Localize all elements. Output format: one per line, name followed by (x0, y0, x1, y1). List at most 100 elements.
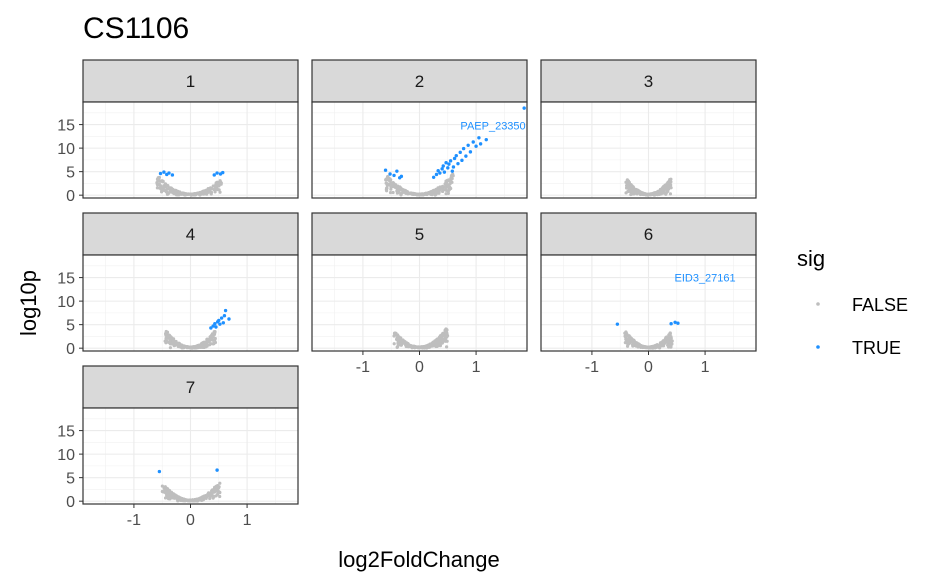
data-point-false (216, 489, 221, 494)
data-point-false (164, 331, 168, 336)
data-point-false (392, 342, 396, 346)
data-point-false (165, 192, 170, 196)
data-point-false (652, 192, 657, 196)
facet-strip-label: 5 (415, 225, 424, 244)
data-point-false (164, 491, 168, 496)
data-point-true (209, 326, 213, 330)
data-point-false (195, 498, 200, 502)
data-point-false (664, 186, 668, 190)
y-tick-label: 0 (66, 341, 75, 358)
data-point-false (195, 344, 199, 348)
data-point-false (443, 338, 447, 343)
data-point-false (397, 188, 401, 192)
data-point-true (468, 150, 473, 154)
data-point-true (211, 324, 215, 328)
data-point-true (227, 317, 231, 321)
data-point-false (385, 189, 389, 193)
data-point-false (207, 343, 212, 347)
data-point-true (477, 136, 481, 140)
data-point-true (167, 171, 171, 175)
data-point-false (635, 192, 639, 196)
data-point-true (444, 161, 448, 165)
facet-strip (540, 212, 757, 256)
data-point-true (522, 106, 526, 110)
data-point-false (187, 498, 191, 502)
x-tick-label: 1 (243, 512, 252, 529)
data-point-false (174, 495, 179, 499)
facet-strip (311, 59, 528, 103)
data-point-true (484, 137, 488, 142)
data-point-false (213, 338, 217, 342)
data-point-true (219, 316, 224, 320)
facet-panel-5: 5 (311, 212, 528, 352)
data-point-false (409, 191, 413, 195)
data-point-false (202, 495, 206, 499)
data-point-false (624, 191, 628, 195)
data-point-false (637, 344, 641, 348)
y-tick-label: 5 (66, 165, 75, 182)
data-point-false (653, 344, 657, 348)
data-point-false (385, 175, 390, 179)
data-point-false (168, 188, 172, 192)
data-point-false (630, 190, 634, 194)
data-point-false (438, 341, 442, 346)
data-point-false (214, 186, 218, 190)
data-point-true (214, 325, 218, 329)
data-point-false (189, 345, 193, 349)
y-tick-label: 5 (66, 471, 75, 488)
data-point-false (627, 338, 631, 343)
data-point-true (213, 322, 217, 326)
data-point-true (440, 167, 444, 171)
data-point-true (451, 165, 456, 169)
data-point-true (215, 468, 219, 472)
data-point-false (172, 344, 176, 348)
data-point-true (436, 169, 440, 173)
panel-border (311, 101, 528, 199)
data-point-false (218, 481, 222, 485)
data-point-true (454, 153, 458, 158)
facet-panel-7: 7 (82, 365, 299, 505)
x-tick-label: 0 (186, 512, 195, 529)
data-point-true (442, 170, 447, 174)
data-point-false (171, 493, 175, 497)
data-point-true (434, 172, 439, 177)
y-tick-label: 10 (57, 447, 75, 464)
data-point-false (189, 193, 193, 197)
data-point-false (182, 344, 186, 348)
data-point-false (438, 337, 442, 342)
data-point-true (447, 162, 451, 166)
y-tick-label: 5 (66, 318, 75, 335)
legend-key-false (816, 302, 820, 306)
data-point-true (157, 469, 162, 474)
data-point-false (396, 190, 400, 195)
data-point-true (446, 166, 450, 170)
data-point-false (394, 331, 398, 336)
data-point-false (155, 186, 160, 190)
panel-border (540, 101, 757, 199)
data-point-true (158, 171, 163, 176)
data-point-false (449, 176, 453, 180)
data-point-false (629, 182, 633, 187)
data-point-false (424, 344, 428, 348)
data-point-false (217, 182, 221, 186)
legend-title: sig (797, 246, 825, 271)
panel-border (82, 101, 299, 199)
data-point-false (419, 192, 423, 197)
data-point-false (668, 177, 672, 182)
data-point-false (440, 185, 444, 189)
data-point-false (657, 343, 662, 348)
data-point-false (658, 190, 662, 194)
data-point-false (166, 335, 170, 339)
data-point-false (164, 487, 168, 491)
x-tick-label: -1 (356, 359, 370, 376)
data-point-false (433, 344, 437, 348)
data-point-true (388, 172, 392, 176)
data-point-false (406, 190, 410, 195)
x-tick-label: 1 (472, 359, 481, 376)
data-point-true (217, 318, 221, 323)
legend-label-true: TRUE (852, 338, 901, 358)
data-point-false (213, 330, 217, 335)
data-point-false (447, 188, 451, 192)
x-tick-label: -1 (585, 359, 599, 376)
